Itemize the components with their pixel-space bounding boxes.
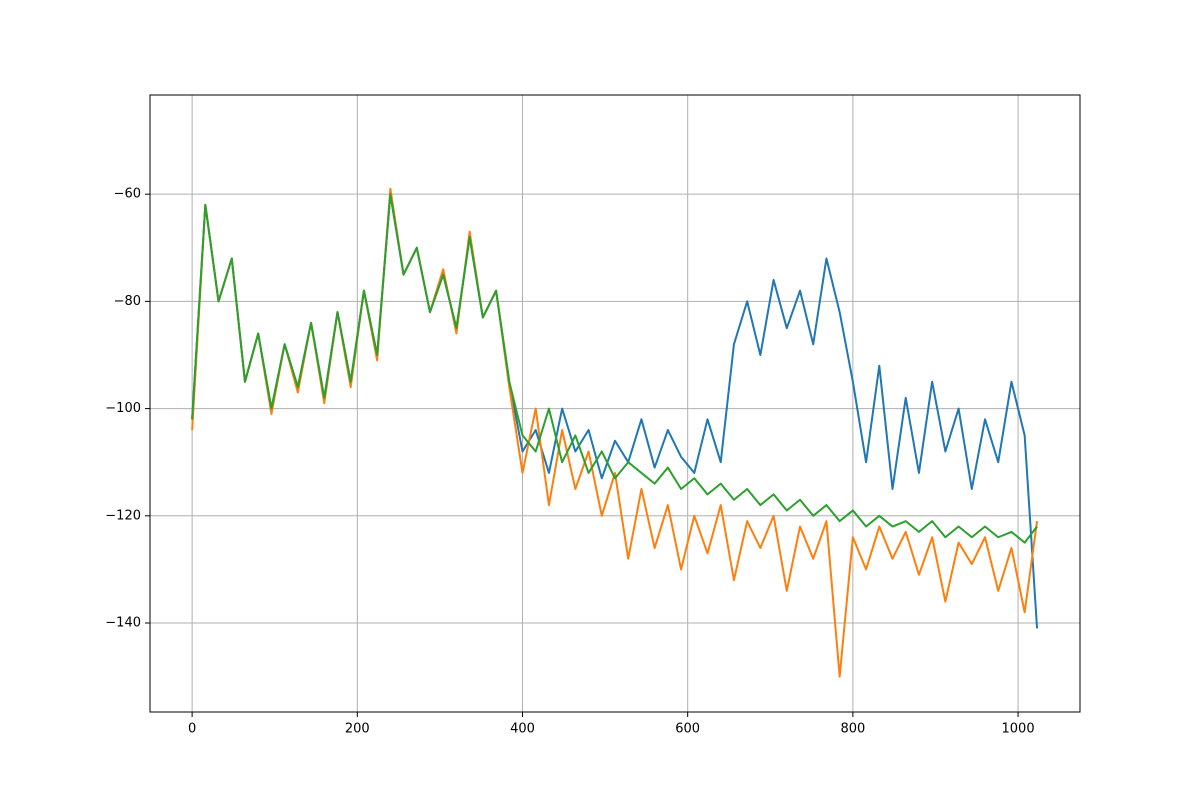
x-tick-label: 200 [345, 722, 370, 737]
y-tick-label: −100 [105, 401, 141, 416]
x-tick-label: 1000 [1002, 722, 1035, 737]
x-tick-label: 800 [840, 722, 865, 737]
x-tick-label: 600 [675, 722, 700, 737]
data-line [191, 193, 1038, 544]
y-tick-label: −120 [105, 508, 141, 523]
x-tick-label: 0 [188, 722, 196, 737]
y-tick-label: −80 [114, 294, 141, 309]
y-tick-label: −60 [114, 187, 141, 202]
y-tick-label: −140 [105, 616, 141, 631]
x-tick-label: 400 [510, 722, 535, 737]
plot-frame [149, 94, 1081, 713]
